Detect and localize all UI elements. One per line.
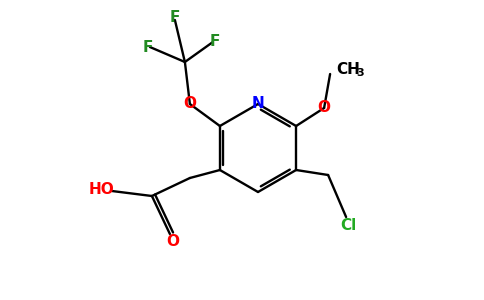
Text: F: F <box>143 40 153 55</box>
Text: N: N <box>252 97 264 112</box>
Text: F: F <box>170 11 180 26</box>
Text: Cl: Cl <box>340 218 356 232</box>
Text: O: O <box>166 235 180 250</box>
Text: 3: 3 <box>356 68 364 78</box>
Text: O: O <box>183 97 197 112</box>
Text: CH: CH <box>336 62 360 77</box>
Text: HO: HO <box>89 182 115 196</box>
Text: O: O <box>318 100 331 116</box>
Text: F: F <box>210 34 220 50</box>
